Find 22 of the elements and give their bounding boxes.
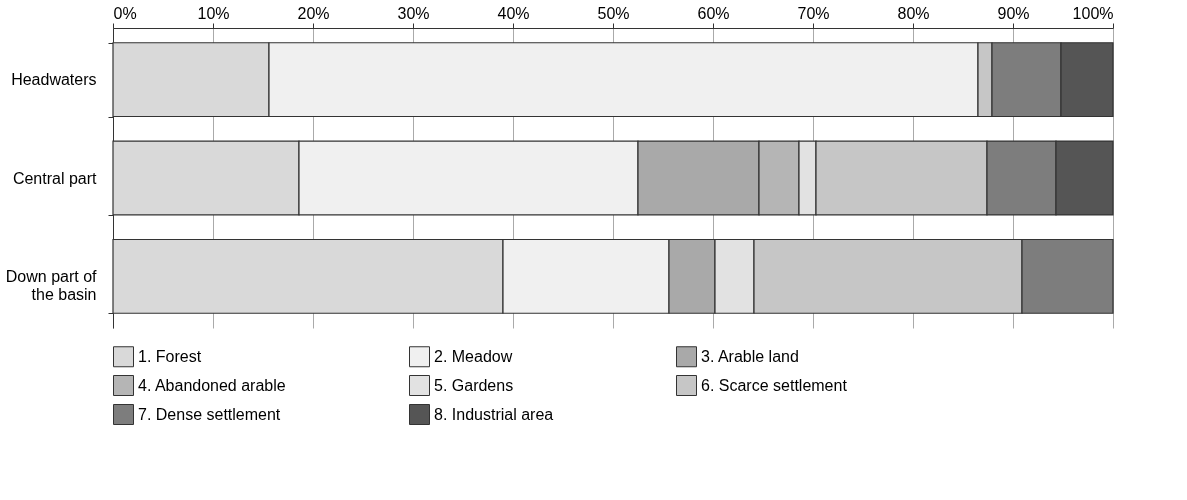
legend-label: 7. Dense settlement bbox=[138, 405, 281, 423]
x-tick-label: 10% bbox=[197, 4, 230, 22]
x-tick-label: 90% bbox=[997, 4, 1030, 22]
x-tick-label: 20% bbox=[297, 4, 330, 22]
legend-label: 2. Meadow bbox=[434, 347, 513, 365]
y-tick-label: Down part of the basin bbox=[5, 267, 98, 303]
legend-label: 8. Industrial area bbox=[434, 405, 554, 423]
y-tick-label: Central part bbox=[12, 169, 98, 187]
legend-label: 6. Scarce settlement bbox=[701, 376, 848, 394]
y-tick-label: Headwaters bbox=[11, 71, 97, 89]
legend-label: 4. Abandoned arable bbox=[138, 376, 286, 394]
legend-label: 5. Gardens bbox=[434, 376, 514, 394]
x-tick-label: 80% bbox=[897, 4, 930, 22]
x-tick-label: 100% bbox=[1072, 4, 1114, 22]
legend-label: 3. Arable land bbox=[701, 347, 799, 365]
x-tick-label: 40% bbox=[497, 4, 530, 22]
x-tick-label: 30% bbox=[397, 4, 430, 22]
x-tick-label: 70% bbox=[797, 4, 830, 22]
x-tick-label: 0% bbox=[113, 4, 137, 22]
x-tick-label: 60% bbox=[697, 4, 730, 22]
x-tick-label: 50% bbox=[597, 4, 630, 22]
legend-label: 1. Forest bbox=[138, 347, 202, 365]
